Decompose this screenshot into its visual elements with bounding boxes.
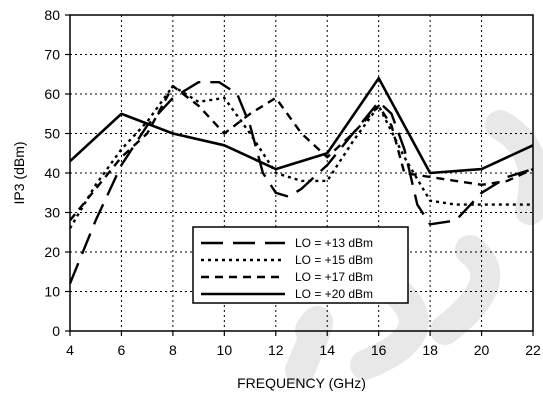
y-tick-label: 0 [52,323,60,339]
series-line-2 [68,84,533,229]
x-tick-label: 8 [169,342,177,358]
watermark-stroke-1 [285,306,333,385]
legend-label: LO = +13 dBm [295,236,373,250]
y-tick-label: 20 [44,244,60,260]
x-tick-label: 12 [268,342,284,358]
x-tick-label: 6 [118,342,126,358]
y-tick-label: 70 [44,47,60,63]
x-tick-label: 20 [474,342,490,358]
legend-label: LO = +20 dBm [295,287,373,301]
x-tick-label: 18 [422,342,438,358]
x-tick-label: 10 [217,342,233,358]
legend-label: LO = +17 dBm [295,270,373,284]
watermark-stroke-4 [485,110,543,225]
x-tick-label: 14 [319,342,335,358]
y-tick-label: 40 [44,165,60,181]
legend: LO = +13 dBm LO = +15 dBm LO = +17 dBm LO =… [192,226,409,304]
series-line-1 [68,81,534,285]
y-tick-label: 80 [44,7,60,23]
legend-label: LO = +15 dBm [295,253,373,267]
y-tick-label: 30 [44,205,60,221]
y-tick-label: 60 [44,86,60,102]
series-line-3 [69,84,534,222]
x-tick-label: 4 [66,342,74,358]
y-axis-ticks: 0 10 20 30 40 50 60 70 80 [44,7,70,339]
x-axis-label: FREQUENCY (GHz) [237,375,366,391]
y-tick-label: 10 [44,284,60,300]
y-axis-label: IP3 (dBm) [11,141,27,204]
x-tick-label: 22 [525,342,541,358]
legend-box [192,226,409,304]
y-tick-label: 50 [44,126,60,142]
series-lines [68,76,534,285]
x-tick-label: 16 [371,342,387,358]
x-axis-ticks: 4 6 8 10 12 14 16 18 20 22 [66,331,541,358]
series-line-4 [69,76,534,175]
watermark-stroke-3 [430,235,501,345]
